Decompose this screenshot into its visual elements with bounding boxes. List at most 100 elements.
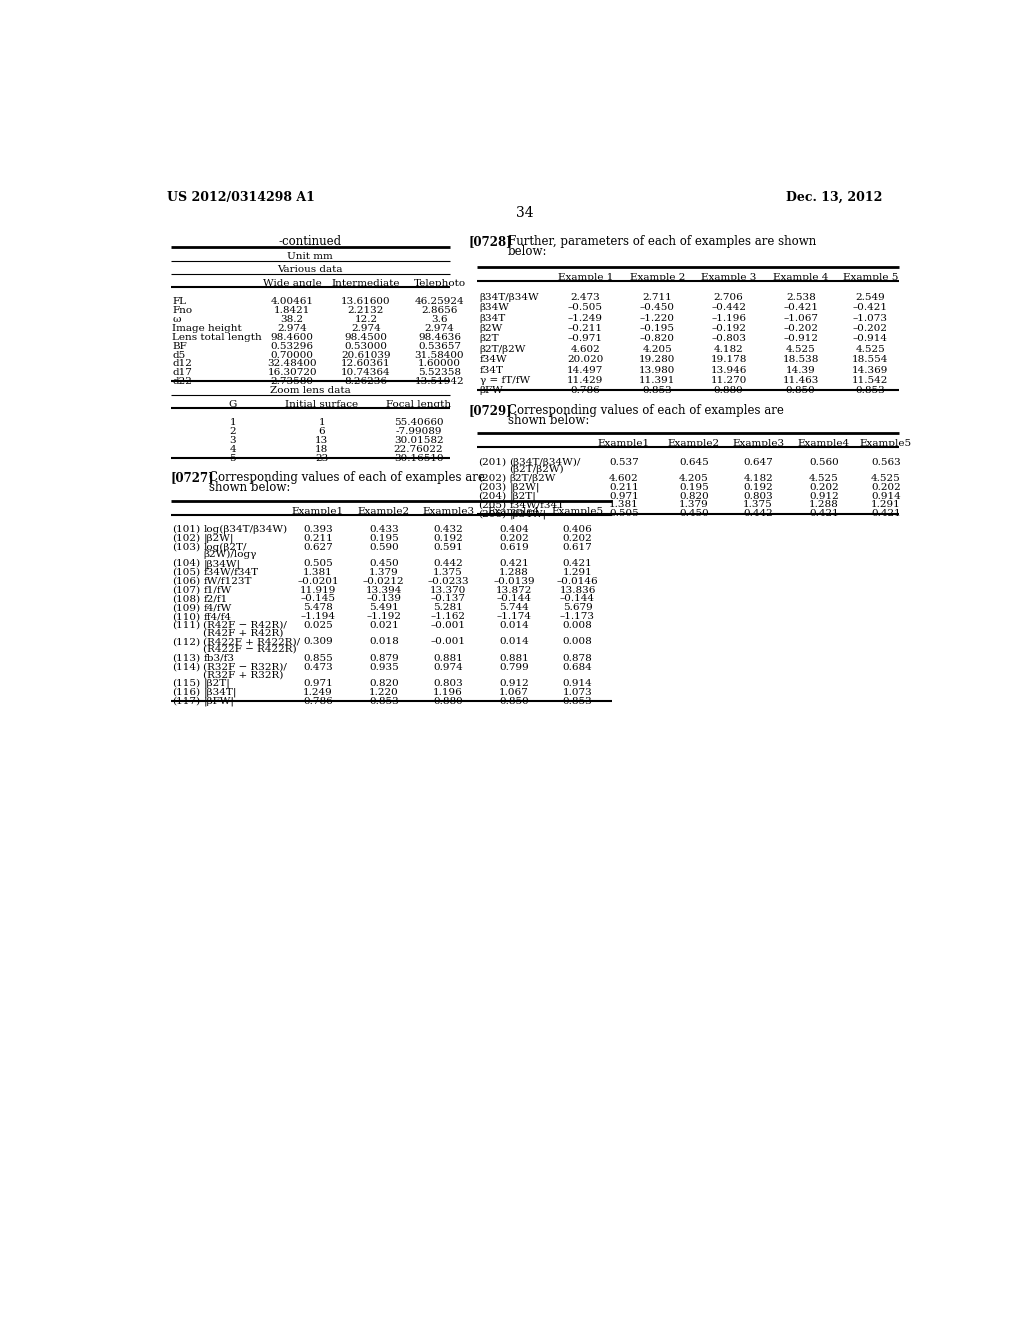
Text: 0.786: 0.786 <box>303 697 333 706</box>
Text: d12: d12 <box>172 359 193 368</box>
Text: 0.799: 0.799 <box>499 663 528 672</box>
Text: 0.025: 0.025 <box>303 620 333 630</box>
Text: 0.853: 0.853 <box>369 697 398 706</box>
Text: 0.853: 0.853 <box>562 697 592 706</box>
Text: 0.850: 0.850 <box>785 387 815 395</box>
Text: 0.560: 0.560 <box>809 458 839 466</box>
Text: 19.178: 19.178 <box>711 355 746 364</box>
Text: –0.202: –0.202 <box>853 323 888 333</box>
Text: 38.2: 38.2 <box>281 315 304 325</box>
Text: 0.421: 0.421 <box>871 510 901 519</box>
Text: Example2: Example2 <box>357 507 410 516</box>
Text: Corresponding values of each of examples are: Corresponding values of each of examples… <box>209 471 485 484</box>
Text: 0.192: 0.192 <box>743 483 773 492</box>
Text: 5.281: 5.281 <box>433 603 463 612</box>
Text: 0.450: 0.450 <box>369 558 398 568</box>
Text: Telephoto: Telephoto <box>414 280 466 288</box>
Text: 13.370: 13.370 <box>430 586 466 594</box>
Text: (110): (110) <box>172 612 201 622</box>
Text: Example4: Example4 <box>487 507 540 516</box>
Text: 2: 2 <box>229 428 236 436</box>
Text: 0.008: 0.008 <box>562 620 592 630</box>
Text: 0.195: 0.195 <box>679 483 709 492</box>
Text: Image height: Image height <box>172 323 242 333</box>
Text: 0.505: 0.505 <box>609 510 639 519</box>
Text: 0.192: 0.192 <box>433 533 463 543</box>
Text: 11.429: 11.429 <box>567 376 603 385</box>
Text: 0.53657: 0.53657 <box>418 342 461 351</box>
Text: 0.53296: 0.53296 <box>270 342 313 351</box>
Text: 5.491: 5.491 <box>369 603 398 612</box>
Text: |β34W|: |β34W| <box>203 558 241 569</box>
Text: 0.537: 0.537 <box>609 458 639 466</box>
Text: β2T: β2T <box>480 334 500 343</box>
Text: –0.001: –0.001 <box>430 638 466 647</box>
Text: 1.381: 1.381 <box>303 568 333 577</box>
Text: |βFW|: |βFW| <box>203 697 234 706</box>
Text: below:: below: <box>508 246 547 259</box>
Text: 0.971: 0.971 <box>609 491 639 500</box>
Text: 0.878: 0.878 <box>562 653 592 663</box>
Text: 0.647: 0.647 <box>743 458 773 466</box>
Text: 0.018: 0.018 <box>369 638 398 647</box>
Text: 0.645: 0.645 <box>679 458 709 466</box>
Text: Example2: Example2 <box>668 440 720 449</box>
Text: 4.602: 4.602 <box>609 474 639 483</box>
Text: 1.220: 1.220 <box>369 688 398 697</box>
Text: –0.0233: –0.0233 <box>427 577 469 586</box>
Text: 2.974: 2.974 <box>278 323 307 333</box>
Text: 4: 4 <box>229 445 236 454</box>
Text: 55.40660: 55.40660 <box>394 418 443 428</box>
Text: (R42F + R42R): (R42F + R42R) <box>203 628 284 638</box>
Text: Dec. 13, 2012: Dec. 13, 2012 <box>786 191 883 203</box>
Text: (R32F − R32R)/: (R32F − R32R)/ <box>203 663 287 672</box>
Text: 2.8656: 2.8656 <box>421 306 458 315</box>
Text: 0.880: 0.880 <box>433 697 463 706</box>
Text: (106): (106) <box>172 577 201 586</box>
Text: ω: ω <box>172 315 180 325</box>
Text: 0.195: 0.195 <box>369 533 398 543</box>
Text: –0.421: –0.421 <box>853 304 888 312</box>
Text: f34W: f34W <box>480 355 508 364</box>
Text: –1.073: –1.073 <box>853 314 888 322</box>
Text: –0.0146: –0.0146 <box>557 577 598 586</box>
Text: 13.872: 13.872 <box>496 586 532 594</box>
Text: 0.53000: 0.53000 <box>344 342 387 351</box>
Text: 1.067: 1.067 <box>499 688 528 697</box>
Text: 0.881: 0.881 <box>433 653 463 663</box>
Text: |β2T|: |β2T| <box>509 491 537 502</box>
Text: 98.4600: 98.4600 <box>270 333 313 342</box>
Text: log(β2T/: log(β2T/ <box>203 543 247 552</box>
Text: f1/fW: f1/fW <box>203 586 231 594</box>
Text: –0.914: –0.914 <box>853 334 888 343</box>
Text: 20.61039: 20.61039 <box>341 351 391 359</box>
Text: d22: d22 <box>172 378 193 385</box>
Text: Example1: Example1 <box>598 440 650 449</box>
Text: 13.836: 13.836 <box>559 586 596 594</box>
Text: 16.30720: 16.30720 <box>267 368 317 378</box>
Text: 0.935: 0.935 <box>369 663 398 672</box>
Text: 1.288: 1.288 <box>499 568 528 577</box>
Text: (113): (113) <box>172 653 201 663</box>
Text: 0.627: 0.627 <box>303 543 333 552</box>
Text: Various data: Various data <box>278 265 343 275</box>
Text: 1.288: 1.288 <box>809 500 839 510</box>
Text: 0.855: 0.855 <box>303 653 333 663</box>
Text: (R32F + R32R): (R32F + R32R) <box>203 671 284 680</box>
Text: Example 5: Example 5 <box>843 273 898 282</box>
Text: 0.021: 0.021 <box>369 620 398 630</box>
Text: 5.744: 5.744 <box>499 603 528 612</box>
Text: f34T: f34T <box>480 366 504 375</box>
Text: 0.803: 0.803 <box>743 491 773 500</box>
Text: β2T/β2W: β2T/β2W <box>509 474 556 483</box>
Text: 12.2: 12.2 <box>354 315 378 325</box>
Text: –0.144: –0.144 <box>560 594 595 603</box>
Text: 19.280: 19.280 <box>639 355 676 364</box>
Text: 0.912: 0.912 <box>499 678 528 688</box>
Text: (115): (115) <box>172 678 201 688</box>
Text: –0.0201: –0.0201 <box>297 577 339 586</box>
Text: 4.182: 4.182 <box>743 474 773 483</box>
Text: 0.442: 0.442 <box>743 510 773 519</box>
Text: –0.195: –0.195 <box>640 323 675 333</box>
Text: –0.912: –0.912 <box>783 334 818 343</box>
